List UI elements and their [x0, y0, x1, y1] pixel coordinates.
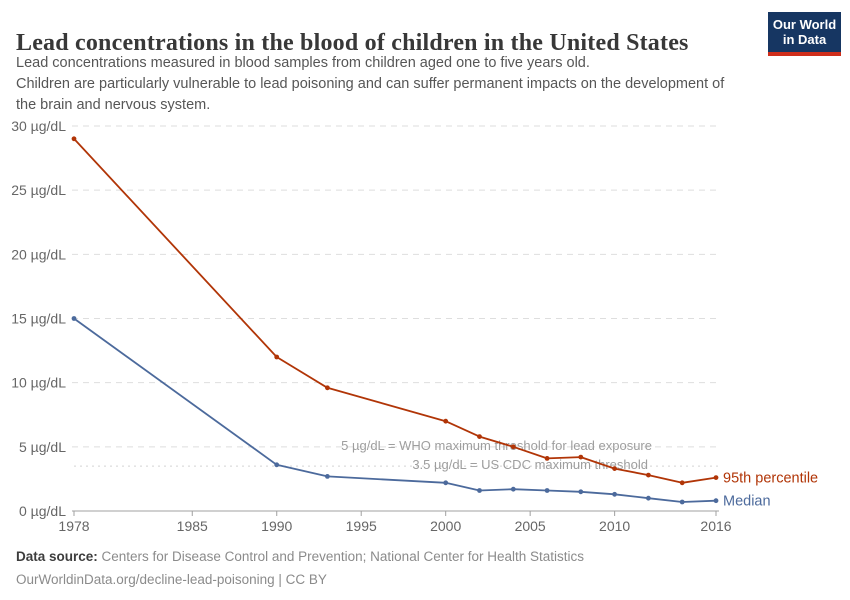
- data-point-marker: [274, 462, 280, 468]
- data-point-marker: [544, 488, 550, 493]
- subtitle-line: the brain and nervous system.: [16, 97, 211, 113]
- data-point-marker: [510, 444, 516, 450]
- owid-logo-line2: in Data: [782, 32, 827, 47]
- data-point-marker: [477, 434, 482, 439]
- data-source-label: Data source:: [16, 549, 98, 564]
- data-point-marker: [325, 474, 330, 479]
- chart-url-link[interactable]: OurWorldinData.org/decline-lead-poisonin…: [16, 572, 327, 587]
- data-point-marker: [443, 418, 449, 424]
- data-point-marker: [443, 480, 449, 486]
- subtitle-line: Lead concentrations measured in blood sa…: [16, 55, 590, 71]
- y-axis-tick-label: 20 µg/dL: [11, 246, 66, 262]
- data-point-marker: [679, 480, 685, 486]
- y-axis-tick-label: 30 µg/dL: [11, 118, 66, 134]
- y-axis-tick-label: 0 µg/dL: [19, 503, 66, 519]
- series-line-95th-percentile: [73, 138, 717, 484]
- page-title: Lead concentrations in the blood of chil…: [16, 30, 689, 57]
- data-point-marker: [713, 475, 719, 480]
- owid-logo[interactable]: Our World in Data: [768, 12, 841, 56]
- x-axis-tick-label: 2016: [700, 518, 731, 534]
- data-point-marker: [274, 354, 280, 360]
- data-point-marker: [646, 495, 651, 501]
- x-axis-tick-label: 1985: [177, 518, 208, 534]
- y-axis-tick-label: 10 µg/dL: [11, 375, 66, 391]
- x-axis-tick-label: 2010: [599, 518, 630, 534]
- data-point-marker: [612, 491, 617, 497]
- series-end-label-median: Median: [723, 494, 771, 510]
- series-end-label-95th-percentile: 95th percentile: [723, 471, 818, 487]
- owid-logo-line1: Our World: [772, 17, 837, 32]
- y-axis-tick-label: 25 µg/dL: [11, 182, 66, 198]
- data-point-marker: [578, 489, 584, 495]
- x-axis-tick-label: 1978: [58, 518, 89, 534]
- threshold-annotation: 5 µg/dL = WHO maximum threshold for lead…: [341, 438, 652, 453]
- data-point-marker: [646, 472, 651, 478]
- x-axis-tick-label: 2005: [515, 518, 546, 534]
- data-point-marker: [578, 454, 584, 460]
- data-point-marker: [612, 466, 617, 471]
- data-source-text: Centers for Disease Control and Preventi…: [97, 549, 585, 564]
- subtitle-line: Children are particularly vulnerable to …: [16, 76, 725, 92]
- data-point-marker: [679, 499, 685, 505]
- data-point-marker: [477, 488, 482, 493]
- x-axis-tick-label: 1990: [261, 518, 292, 534]
- data-point-marker: [325, 385, 330, 391]
- data-point-marker: [713, 498, 719, 504]
- data-source-line: Data source: Centers for Disease Control…: [16, 545, 796, 568]
- data-point-marker: [544, 456, 550, 461]
- chart-footer: Data source: Centers for Disease Control…: [16, 545, 796, 591]
- x-axis-tick-label: 2000: [430, 518, 461, 534]
- chart-subtitle: Lead concentrations measured in blood sa…: [16, 53, 776, 116]
- y-axis-tick-label: 5 µg/dL: [19, 439, 66, 455]
- series-line-median: [73, 317, 717, 503]
- data-point-marker: [71, 316, 77, 321]
- data-point-marker: [510, 486, 516, 492]
- x-axis-tick-label: 1995: [346, 518, 377, 534]
- y-axis-tick-label: 15 µg/dL: [11, 311, 66, 327]
- data-point-marker: [71, 136, 77, 142]
